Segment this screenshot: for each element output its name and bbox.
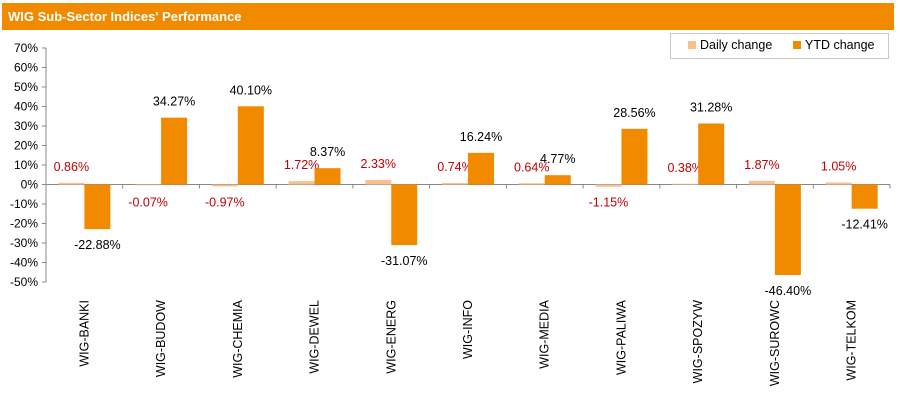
- data-label-ytd: 4.77%: [540, 152, 575, 166]
- y-tick-label: 60%: [14, 61, 38, 75]
- legend-swatch-ytd: [793, 40, 801, 49]
- chart-title-bar: WIG Sub-Sector Indices' Performance: [2, 3, 894, 30]
- legend: Daily change YTD change: [670, 33, 889, 59]
- data-label-ytd: 28.56%: [613, 106, 655, 120]
- y-tick-label: -20%: [10, 217, 38, 231]
- x-category-label: WIG-DEWEL: [308, 300, 322, 374]
- x-category-label: WIG-SPOZYW: [691, 300, 705, 384]
- data-label-daily: -1.15%: [589, 196, 629, 210]
- bar-ytd-change: [851, 184, 878, 209]
- bar-daily-change: [365, 179, 392, 185]
- data-label-daily: -0.97%: [205, 196, 245, 210]
- y-tick-label: 40%: [14, 100, 38, 114]
- data-label-ytd: -31.07%: [381, 254, 428, 268]
- data-label-ytd: 16.24%: [460, 130, 502, 144]
- data-label-ytd: -12.41%: [841, 218, 888, 232]
- bar-ytd-change: [774, 184, 801, 275]
- x-category-label: WIG-BUDOW: [154, 300, 168, 377]
- bar-ytd-change: [161, 117, 188, 185]
- data-label-ytd: -22.88%: [74, 238, 121, 252]
- bar-ytd-change: [84, 184, 111, 230]
- data-label-daily: 0.38%: [667, 161, 702, 175]
- x-category-label: WIG-CHEMIA: [231, 299, 245, 377]
- x-category-label: WIG-SUROWC: [768, 300, 782, 386]
- y-tick-label: 0%: [21, 178, 39, 192]
- data-label-ytd: 40.10%: [230, 83, 272, 97]
- data-label-daily: 0.64%: [514, 160, 549, 174]
- legend-label-daily: Daily change: [700, 38, 773, 52]
- x-category-label: WIG-INFO: [461, 300, 475, 359]
- data-label-daily: 1.72%: [284, 158, 319, 172]
- data-label-ytd: 31.28%: [690, 101, 732, 115]
- y-tick-label: -30%: [10, 236, 38, 250]
- bar-daily-change: [518, 183, 545, 185]
- data-label-daily: 0.74%: [437, 160, 472, 174]
- y-tick-label: 20%: [14, 139, 38, 153]
- data-label-daily: 1.05%: [821, 159, 856, 173]
- y-tick-label: 30%: [14, 119, 38, 133]
- x-category-label: WIG-PALIWA: [614, 299, 628, 375]
- data-label-daily: 2.33%: [361, 157, 396, 171]
- data-label-daily: -0.07%: [128, 196, 168, 210]
- bar-daily-change: [595, 184, 622, 187]
- legend-item-ytd: YTD change: [793, 38, 874, 52]
- y-tick-label: 70%: [14, 41, 38, 55]
- data-label-daily: 1.87%: [744, 158, 779, 172]
- bar-ytd-change: [314, 168, 341, 185]
- legend-swatch-daily: [688, 40, 696, 49]
- bar-daily-change: [748, 180, 775, 185]
- bar-daily-change: [288, 181, 315, 185]
- y-tick-label: 10%: [14, 158, 38, 172]
- bar-daily-change: [825, 182, 852, 185]
- bar-ytd-change: [544, 175, 571, 185]
- data-label-ytd: -46.40%: [765, 284, 812, 298]
- y-tick-label: -50%: [10, 275, 38, 289]
- x-category-label: WIG-MEDIA: [538, 299, 552, 368]
- bar-daily-change: [58, 182, 85, 185]
- y-tick-label: -10%: [10, 197, 38, 211]
- x-category-label: WIG-ENERG: [384, 300, 398, 374]
- y-tick-label: 50%: [14, 80, 38, 94]
- legend-label-ytd: YTD change: [805, 38, 875, 52]
- bar-ytd-change: [621, 128, 648, 185]
- data-label-daily: 0.86%: [54, 160, 89, 174]
- x-category-label: WIG-BANKI: [77, 300, 91, 367]
- data-label-ytd: 8.37%: [310, 145, 345, 159]
- bar-ytd-change: [237, 106, 264, 185]
- x-category-label: WIG-TELKOM: [845, 300, 859, 381]
- bar-ytd-change: [391, 184, 418, 246]
- bar-daily-change: [135, 184, 162, 186]
- bar-daily-change: [672, 183, 699, 185]
- bar-ytd-change: [698, 123, 725, 185]
- legend-item-daily: Daily change: [688, 38, 772, 52]
- bar-daily-change: [211, 184, 238, 187]
- bar-daily-change: [442, 183, 468, 185]
- y-tick-label: -40%: [10, 256, 38, 270]
- bar-ytd-change: [468, 152, 494, 185]
- chart-title: WIG Sub-Sector Indices' Performance: [8, 9, 242, 24]
- data-label-ytd: 34.27%: [153, 95, 195, 109]
